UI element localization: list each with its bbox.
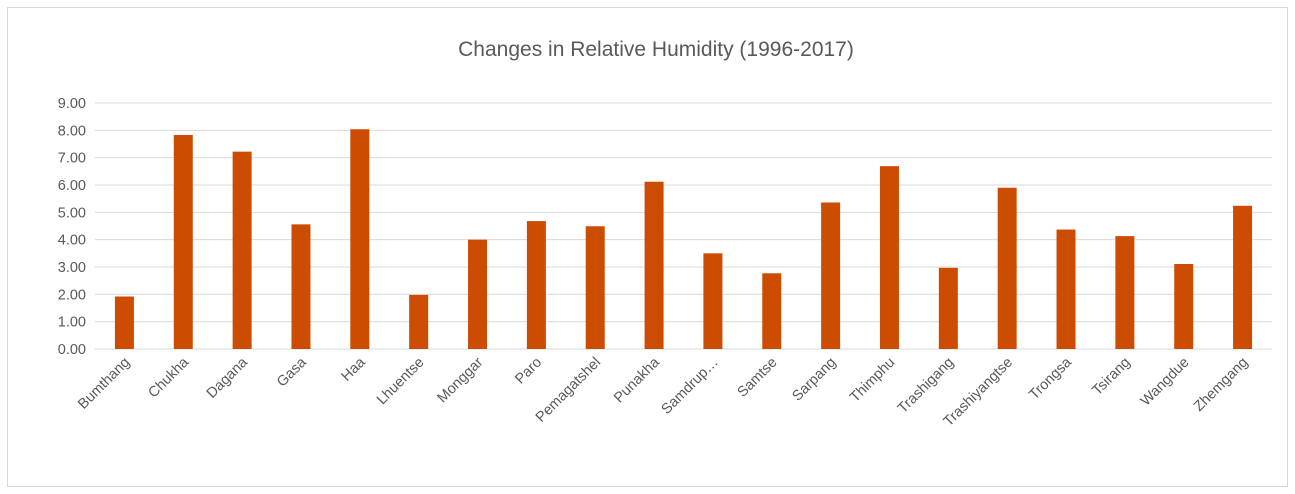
bar-punakha <box>644 181 664 349</box>
y-tick-label: 9.00 <box>58 96 86 112</box>
y-tick-label: 5.00 <box>58 205 86 221</box>
bar-samdrup <box>703 253 723 349</box>
x-tick-label: Paro <box>512 355 545 388</box>
x-tick-label: Wangdue <box>1138 355 1193 410</box>
y-tick-label: 8.00 <box>58 123 86 139</box>
x-tick-label: Gasa <box>274 354 310 390</box>
x-tick-label: Lhuentse <box>374 355 428 409</box>
y-tick-label: 4.00 <box>58 233 86 249</box>
bar-monggar <box>468 239 488 349</box>
bar-dagana <box>232 151 252 349</box>
x-tick-label: Thimphu <box>847 355 898 406</box>
bar-pemagatshel <box>585 226 605 349</box>
bar-paro <box>526 221 546 349</box>
y-tick-label: 1.00 <box>58 315 86 331</box>
x-tick-label: Haa <box>339 354 370 385</box>
bar-trashiyangtse <box>997 187 1017 349</box>
bar-trashigang <box>938 267 958 349</box>
bar-lhuentse <box>409 294 429 349</box>
bar-tsirang <box>1115 236 1135 349</box>
bar-haa <box>350 129 370 349</box>
chart-title: Changes in Relative Humidity (1996-2017) <box>458 38 854 61</box>
x-tick-label: Samdrup… <box>659 355 722 418</box>
x-tick-label: Dagana <box>204 354 252 402</box>
bar-thimphu <box>879 166 899 349</box>
x-tick-label: Zhemgang <box>1191 355 1251 415</box>
bar-chukha <box>173 134 193 349</box>
bar-sarpang <box>821 202 841 349</box>
y-tick-label: 2.00 <box>58 287 86 303</box>
x-tick-label: Monggar <box>435 354 487 406</box>
x-tick-label: Sarpang <box>789 355 839 405</box>
x-tick-label: Chukha <box>145 354 192 401</box>
bar-samtse <box>762 273 782 349</box>
bar-wangdue <box>1174 263 1194 349</box>
x-tick-label: Tsirang <box>1089 355 1133 399</box>
y-tick-label: 0.00 <box>58 342 86 358</box>
bar-zhemgang <box>1233 205 1253 349</box>
x-tick-label: Punakha <box>611 354 663 406</box>
y-tick-label: 6.00 <box>58 178 86 194</box>
x-tick-label: Samtse <box>735 355 781 401</box>
bar-bumthang <box>114 296 134 349</box>
y-tick-label: 3.00 <box>58 260 86 276</box>
bar-trongsa <box>1056 229 1076 349</box>
x-tick-label: Trashigang <box>895 355 957 417</box>
bar-gasa <box>291 224 311 349</box>
x-tick-label: Bumthang <box>75 355 133 413</box>
y-tick-label: 7.00 <box>58 151 86 167</box>
x-tick-label: Trongsa <box>1026 354 1075 403</box>
